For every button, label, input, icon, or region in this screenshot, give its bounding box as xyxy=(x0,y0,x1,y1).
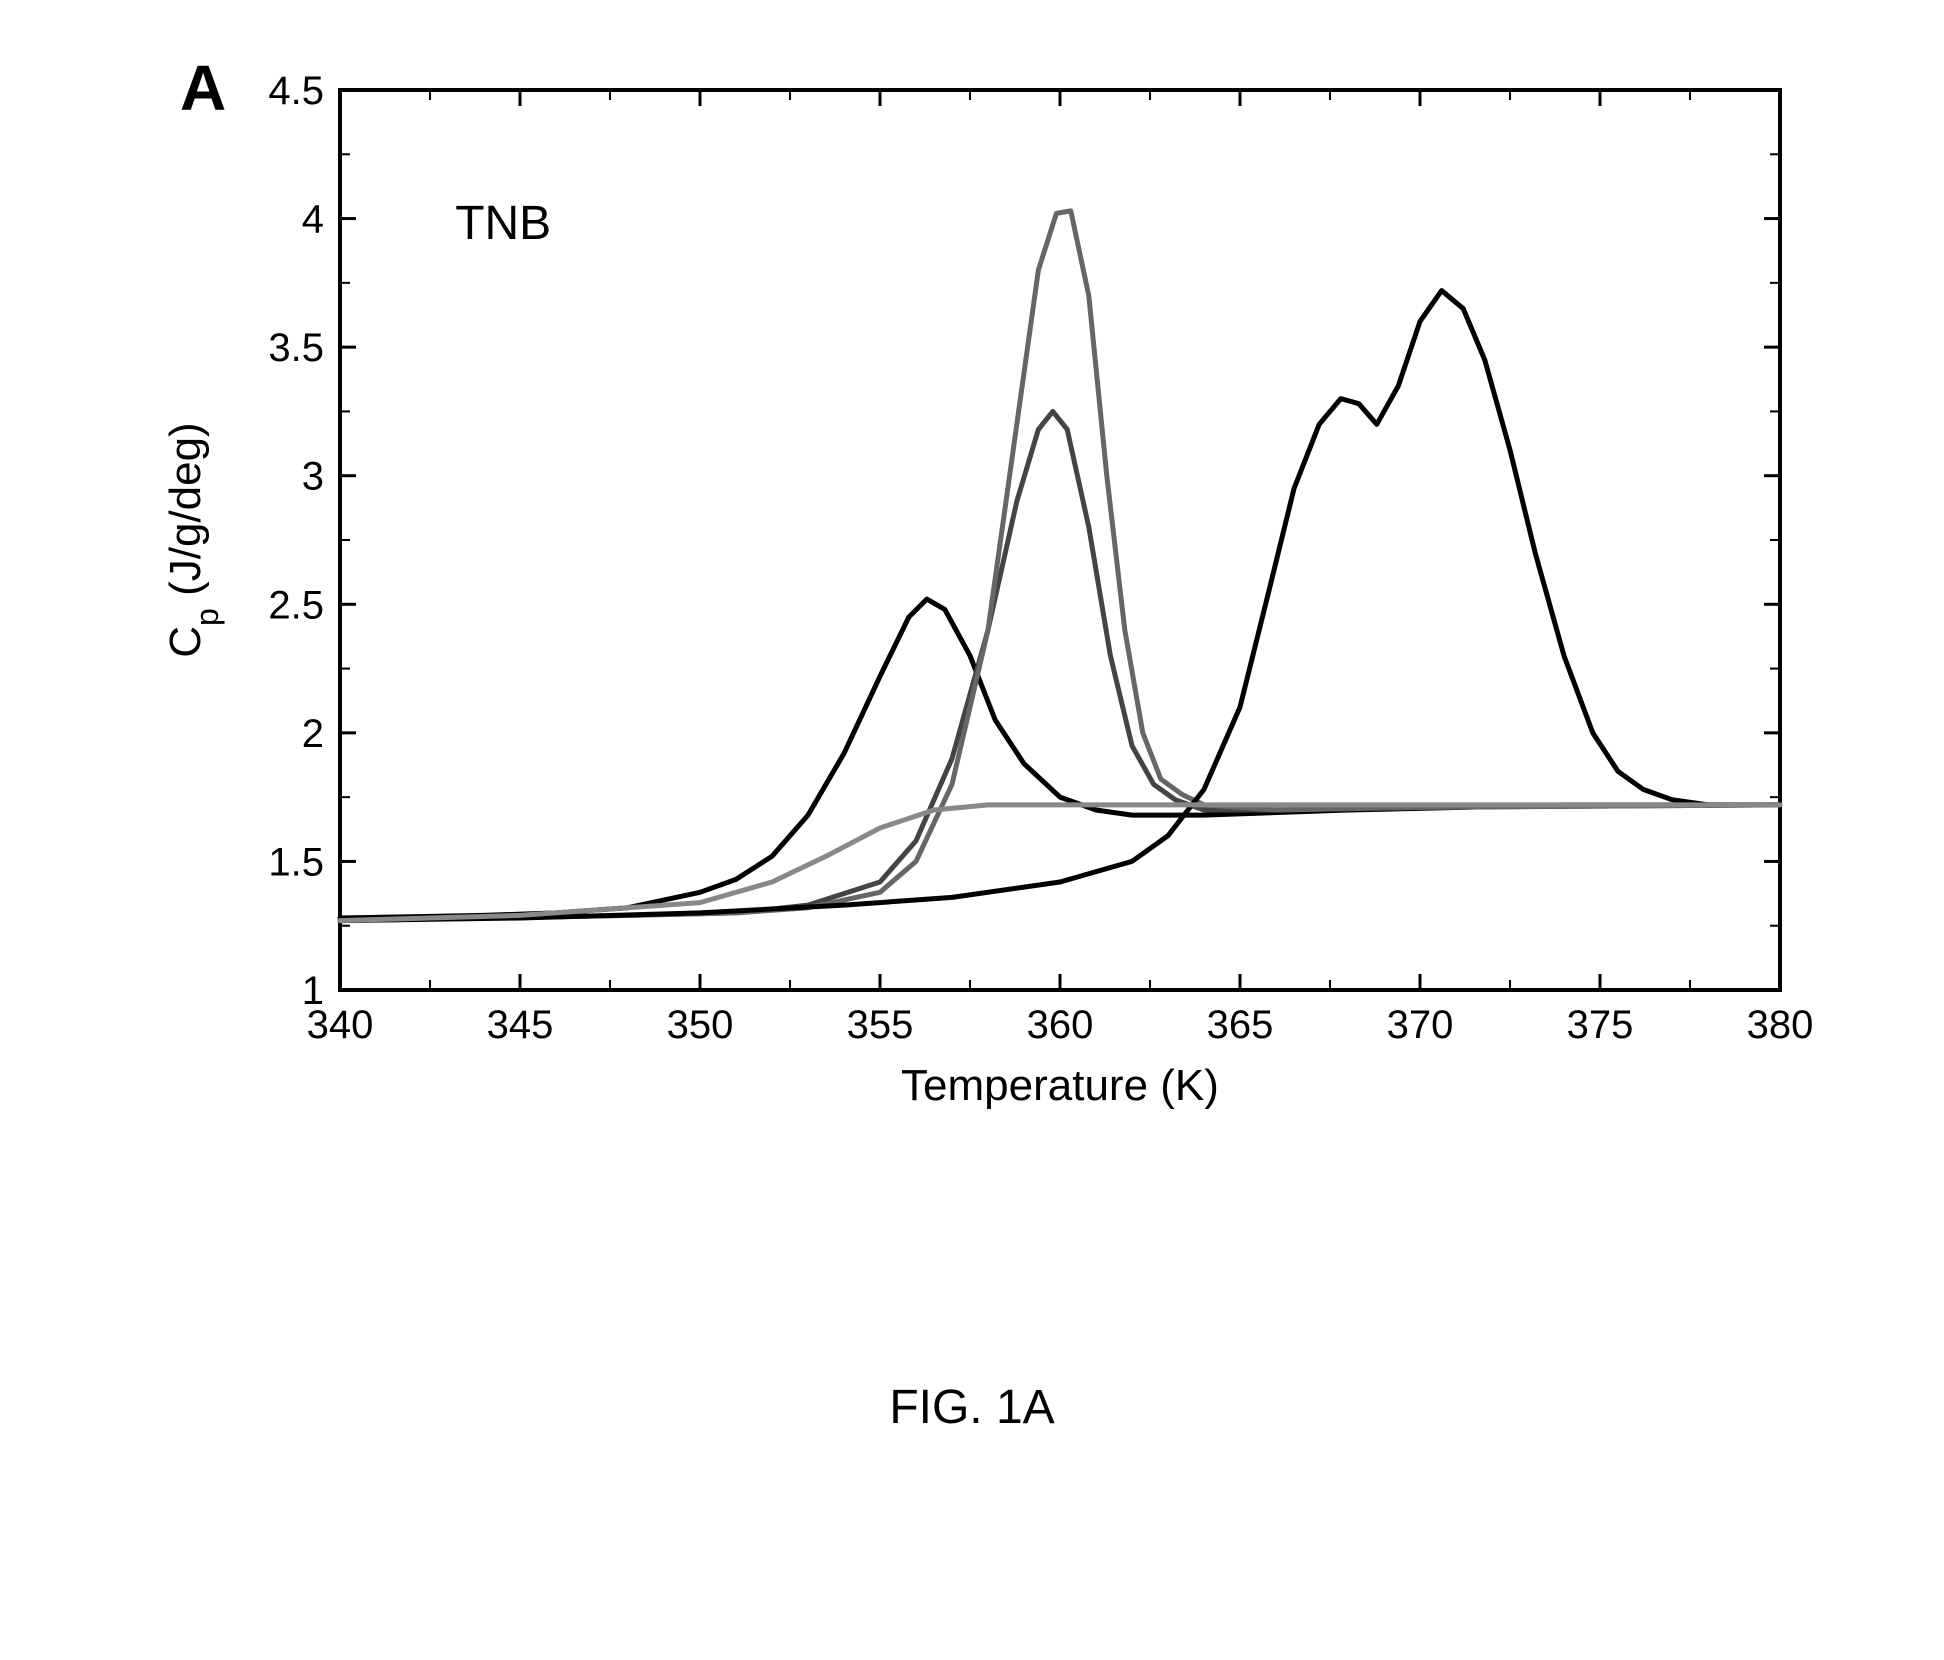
chart-svg: 34034535035536036537037538011.522.533.54… xyxy=(120,60,1820,1160)
inside-label: TNB xyxy=(455,197,551,250)
x-tick-label: 375 xyxy=(1567,1003,1634,1047)
y-tick-label: 4 xyxy=(302,198,324,242)
x-tick-label: 350 xyxy=(667,1003,734,1047)
panel-letter: A xyxy=(180,60,226,124)
x-tick-label: 380 xyxy=(1747,1003,1814,1047)
figure-page: 34034535035536036537037538011.522.533.54… xyxy=(0,0,1944,1660)
y-tick-label: 3 xyxy=(302,455,324,499)
x-tick-label: 345 xyxy=(487,1003,554,1047)
x-tick-label: 360 xyxy=(1027,1003,1094,1047)
y-tick-label: 2.5 xyxy=(268,583,324,627)
x-tick-label: 365 xyxy=(1207,1003,1274,1047)
y-tick-label: 1 xyxy=(302,969,324,1013)
y-tick-label: 1.5 xyxy=(268,840,324,884)
x-axis-label: Temperature (K) xyxy=(901,1061,1219,1110)
y-tick-label: 4.5 xyxy=(268,69,324,113)
x-tick-label: 370 xyxy=(1387,1003,1454,1047)
figure-caption: FIG. 1A xyxy=(0,1380,1944,1435)
y-tick-label: 2 xyxy=(302,712,324,756)
y-axis-label: Cp (J/g/deg) xyxy=(161,422,225,657)
plot-border xyxy=(340,90,1780,990)
x-tick-label: 355 xyxy=(847,1003,914,1047)
chart-container: 34034535035536036537037538011.522.533.54… xyxy=(120,60,1820,1160)
y-tick-label: 3.5 xyxy=(268,326,324,370)
